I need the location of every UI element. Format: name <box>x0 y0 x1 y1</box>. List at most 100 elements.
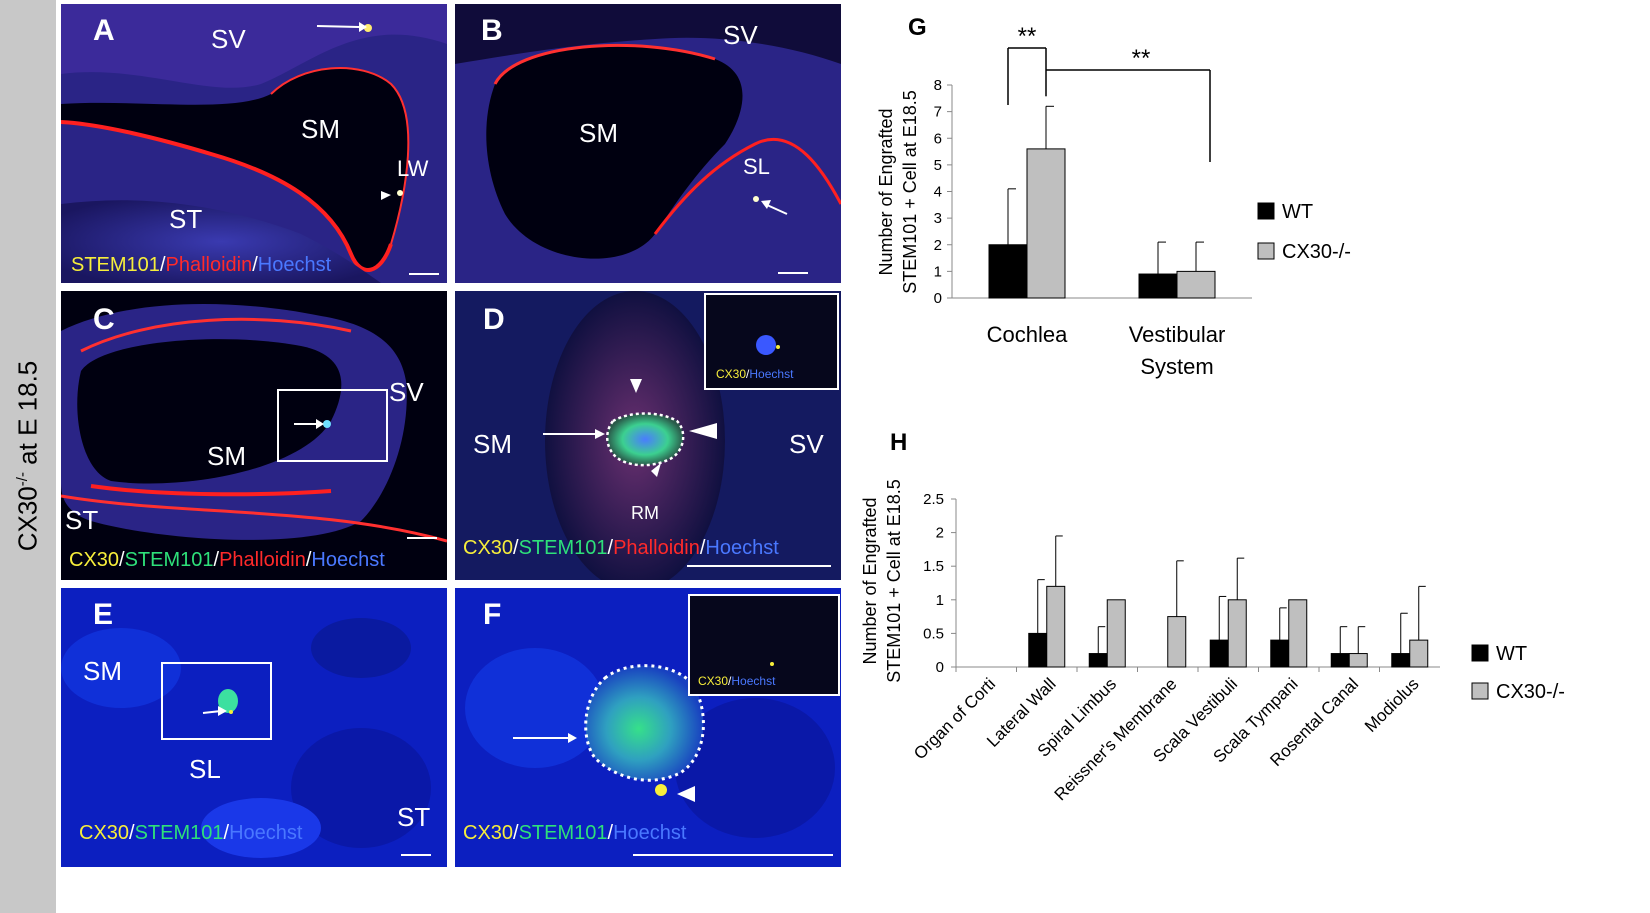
panel-b-label-sv: SV <box>723 20 758 50</box>
panel-d-stain-legend: CX30/STEM101/Phalloidin/Hoechst <box>463 537 779 559</box>
panel-c-micrograph: C SV SM ST CX30/STEM101/Phalloidin/Hoech… <box>61 291 447 580</box>
chart-g-ylabel: Number of Engrafted STEM101 + Cell at E18… <box>876 90 920 294</box>
chart-g-ytick-label: 2 <box>934 237 942 254</box>
chart-g-sig-label: ** <box>1132 45 1151 72</box>
panel-b-scale-bar <box>778 272 808 274</box>
panel-d-inset-cell <box>756 335 780 355</box>
chart-h-bar <box>1227 599 1247 668</box>
panel-d-scale-bar <box>687 565 831 567</box>
panel-c-scale-bar <box>407 537 437 539</box>
chart-g-ytick-label: 4 <box>934 184 942 201</box>
chart-h: H Number of Engrafted STEM101 + Cell at E1… <box>860 429 1565 804</box>
chart-h-ylabel-line1: Number of Engrafted <box>860 497 880 664</box>
chart-g-category-label: Cochlea <box>987 322 1068 347</box>
chart-g-ytick-label: 3 <box>934 210 942 227</box>
panel-b-micrograph: B SV SM SL <box>455 4 841 283</box>
chart-g-legend-label: CX30-/- <box>1282 241 1351 263</box>
chart-h-bar <box>1209 639 1229 668</box>
chart-h-category-label: Organ of Corti <box>910 674 999 763</box>
panel-b-label-sm: SM <box>579 118 618 148</box>
chart-g-ytick-label: 5 <box>934 157 942 174</box>
chart-h-bar <box>1391 653 1411 668</box>
panel-d-letter: D <box>483 303 505 336</box>
chart-h-panel-letter: H <box>890 429 907 456</box>
panel-e-label-sl: SL <box>189 754 221 784</box>
panel-b-tissue <box>455 4 841 283</box>
chart-g: G Number of Engrafted STEM101 + Cell at E1… <box>876 14 1351 379</box>
chart-h-bar <box>1348 653 1368 668</box>
panel-c-label-st: ST <box>65 505 99 535</box>
chart-h-bar <box>1106 599 1126 668</box>
panel-a-label-st: ST <box>169 204 203 234</box>
panel-e-micrograph: E SM SL ST CX30/STEM101/Hoechst <box>61 588 447 867</box>
panel-a-label-sm: SM <box>301 114 340 144</box>
panel-f-stain-legend: CX30/STEM101/Hoechst <box>463 822 687 844</box>
chart-g-category-label: Vestibular <box>1129 322 1226 347</box>
panel-a-label-lw: LW <box>397 156 429 181</box>
chart-g-ytick-label: 7 <box>934 104 942 121</box>
chart-h-bar <box>1330 653 1350 668</box>
panel-d-label-sm: SM <box>473 429 512 459</box>
panel-b-letter: B <box>481 14 503 47</box>
chart-g-sig-label: ** <box>1018 23 1037 50</box>
condition-label: CX30-/- at E 18.5 <box>12 360 43 552</box>
chart-h-bar <box>1028 632 1048 668</box>
chart-h-bar <box>1088 653 1108 668</box>
panel-d-micrograph: CX30/Hoechst D SM SV RM CX30/STEM101/Pha… <box>455 291 841 580</box>
chart-g-bar <box>988 244 1028 299</box>
panel-e-scale-bar <box>401 854 431 856</box>
chart-g-ytick-label: 1 <box>934 263 942 280</box>
panel-c-zoom-box <box>277 389 388 462</box>
panel-a-tissue <box>61 4 447 283</box>
chart-g-bar <box>1138 273 1178 299</box>
chart-h-bar <box>1409 639 1429 668</box>
panel-a-label-sv: SV <box>211 24 246 54</box>
panel-c-label-sv: SV <box>389 377 424 407</box>
chart-g-bar <box>1176 270 1216 299</box>
chart-h-bar <box>1288 599 1308 668</box>
panel-f-scale-bar <box>633 854 833 856</box>
panel-e-tissue <box>61 588 447 867</box>
chart-h-category-label: Modiolus <box>1361 674 1423 736</box>
chart-h-ytick-label: 2.5 <box>923 491 944 508</box>
panel-e-zoom-box <box>161 662 272 740</box>
panel-f-micrograph: CX30/Hoechst F CX30/STEM101/Hoechst <box>455 588 841 867</box>
chart-g-category-label: System <box>1140 354 1213 379</box>
chart-h-ytick-label: 2 <box>936 525 944 542</box>
chart-g-legend-swatch <box>1257 202 1275 220</box>
panel-d-inset: CX30/Hoechst <box>704 293 839 390</box>
panel-e-label-sm: SM <box>83 656 122 686</box>
chart-g-ytick-label: 8 <box>934 77 942 94</box>
panel-e-letter: E <box>93 598 114 631</box>
chart-h-ylabel: Number of Engrafted STEM101 + Cell at E18… <box>860 479 904 683</box>
chart-h-bar <box>1270 639 1290 668</box>
chart-g-ytick-label: 6 <box>934 130 942 147</box>
panel-a-scale-bar <box>409 273 439 275</box>
chart-g-ylabel-line2: STEM101 + Cell at E18.5 <box>900 90 920 294</box>
chart-h-legend-label: WT <box>1496 643 1527 665</box>
panel-c-label-sm: SM <box>207 441 246 471</box>
chart-g-legend-label: WT <box>1282 201 1313 223</box>
chart-h-legend-swatch <box>1471 644 1489 662</box>
chart-h-ytick-label: 1.5 <box>923 558 944 575</box>
panel-e-label-st: ST <box>397 802 431 832</box>
chart-h-bar <box>1046 585 1066 668</box>
panel-f-inset-cell <box>770 662 774 666</box>
chart-h-legend-label: CX30-/- <box>1496 681 1565 703</box>
chart-g-ylabel-line1: Number of Engrafted <box>876 108 896 275</box>
chart-g-legend-swatch <box>1257 242 1275 260</box>
panel-d-inset-stain: CX30/Hoechst <box>716 367 794 381</box>
chart-h-ylabel-line2: STEM101 + Cell at E18.5 <box>884 479 904 683</box>
panel-c-letter: C <box>93 303 115 336</box>
panel-a-micrograph: A SV SM LW ST STEM101/Phalloidin/Hoechst <box>61 4 447 283</box>
chart-h-ytick-label: 0 <box>936 659 944 676</box>
side-label-bar <box>0 0 56 913</box>
panel-e-stain-legend: CX30/STEM101/Hoechst <box>79 822 303 844</box>
panel-c-tissue <box>61 291 447 580</box>
chart-g-bar <box>1026 148 1066 299</box>
panel-a-stain-legend: STEM101/Phalloidin/Hoechst <box>71 254 332 276</box>
chart-h-legend-swatch <box>1471 682 1489 700</box>
chart-h-ytick-label: 1 <box>936 592 944 609</box>
panel-b-label-sl: SL <box>743 154 770 179</box>
chart-h-category-label: Reissner's Membrane <box>1051 674 1181 804</box>
